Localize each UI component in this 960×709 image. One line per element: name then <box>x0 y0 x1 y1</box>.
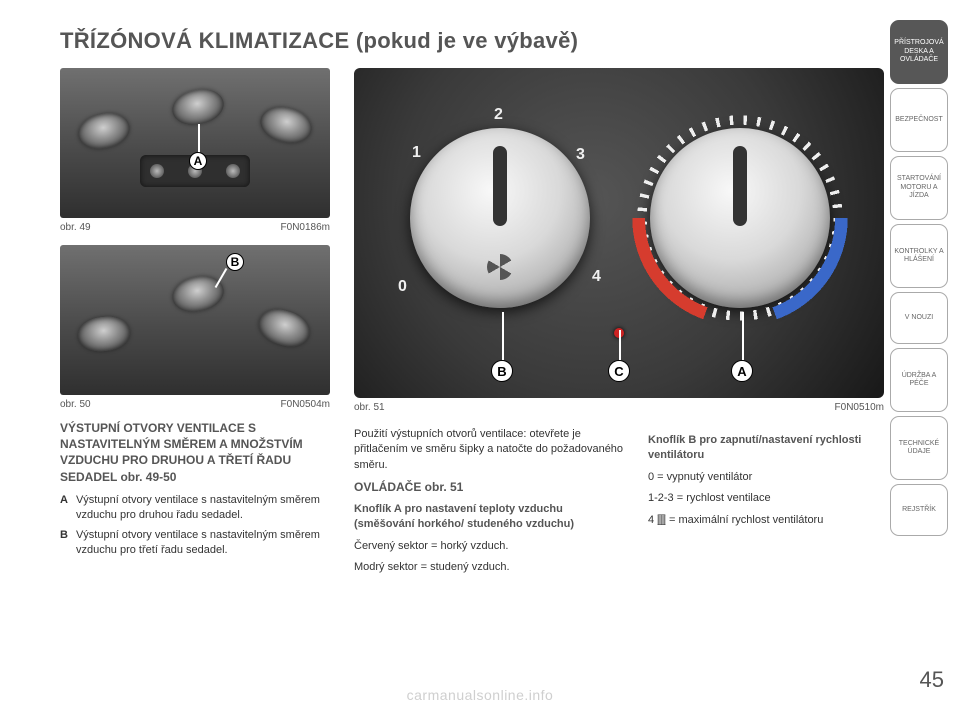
fan-speed-knob <box>410 128 590 308</box>
leader-line <box>619 330 621 360</box>
knob-pointer <box>493 146 507 226</box>
leader-line <box>742 312 744 360</box>
item-label: A <box>60 493 68 523</box>
figure-51-caption: obr. 51 F0N0510m <box>354 402 884 413</box>
button-icon <box>150 164 164 178</box>
vent-icon <box>254 304 314 352</box>
knob-pointer <box>733 146 747 226</box>
leader-line <box>198 124 200 154</box>
tick-3: 3 <box>576 146 585 164</box>
tick-4: 4 <box>592 268 601 286</box>
content: A obr. 49 F0N0186m B obr. 50 F0N0504m VÝ… <box>60 68 920 582</box>
page: TŘÍZÓNOVÁ KLIMATIZACE (pokud je ve výbav… <box>0 0 960 709</box>
tab-item[interactable]: KONTROLKY A HLÁŠENÍ <box>890 224 948 288</box>
paragraph: 4 🀫 = maximální rychlost ventilátoru <box>648 513 920 528</box>
item-text: Výstupní otvory ventilace s nastavitelný… <box>76 528 330 558</box>
right-column: 0 1 2 3 4 B C <box>354 68 920 582</box>
figure-49-caption: obr. 49 F0N0186m <box>60 222 330 233</box>
paragraph: Červený sektor = horký vzduch. <box>354 539 626 554</box>
temperature-knob <box>650 128 830 308</box>
button-icon <box>226 164 240 178</box>
callout-a: A <box>731 360 753 382</box>
figure-50-caption: obr. 50 F0N0504m <box>60 399 330 410</box>
paragraph: 1-2-3 = rychlost ventilace <box>648 491 920 506</box>
figure-49: A <box>60 68 330 218</box>
page-title: TŘÍZÓNOVÁ KLIMATIZACE (pokud je ve výbav… <box>60 28 920 54</box>
list-item: B Výstupní otvory ventilace s nastavitel… <box>60 528 330 558</box>
vent-icon <box>169 85 227 129</box>
tick-0: 0 <box>398 278 407 296</box>
paragraph: Modrý sektor = studený vzduch. <box>354 560 626 575</box>
tab-item[interactable]: BEZPEČNOST <box>890 88 948 152</box>
fig-number: obr. 49 <box>60 222 91 233</box>
figure-51: 0 1 2 3 4 B C <box>354 68 884 398</box>
tab-item[interactable]: TECHNICKÉ ÚDAJE <box>890 416 948 480</box>
callout-c: C <box>608 360 630 382</box>
text-col-1: Použití výstupních otvorů ventilace: ote… <box>354 427 626 582</box>
paragraph: 0 = vypnutý ventilátor <box>648 470 920 485</box>
tab-item[interactable]: STARTOVÁNÍ MOTORU A JÍZDA <box>890 156 948 220</box>
subhead: Knoflík B pro zapnutí/nastavení rychlost… <box>648 433 920 464</box>
fig-code: F0N0504m <box>281 399 330 410</box>
fig-code: F0N0186m <box>281 222 330 233</box>
text-col-2: Knoflík B pro zapnutí/nastavení rychlost… <box>648 427 920 582</box>
fig-number: obr. 51 <box>354 402 385 413</box>
fig-number: obr. 50 <box>60 399 91 410</box>
section-tabs: PŘÍSTROJOVÁ DESKA A OVLÁDAČE BEZPEČNOST … <box>890 20 948 536</box>
page-number: 45 <box>920 667 944 693</box>
watermark: carmanualsonline.info <box>407 687 554 703</box>
leader-line <box>502 312 504 360</box>
list-item: A Výstupní otvory ventilace s nastavitel… <box>60 493 330 523</box>
body-text-columns: Použití výstupních otvorů ventilace: ote… <box>354 427 920 582</box>
tab-item[interactable]: ÚDRŽBA A PÉČE <box>890 348 948 412</box>
fan-icon <box>487 254 513 280</box>
item-label: B <box>60 528 68 558</box>
left-bullets: A Výstupní otvory ventilace s nastavitel… <box>60 493 330 558</box>
subhead: OVLÁDAČE obr. 51 <box>354 479 626 496</box>
callout-b: B <box>226 253 244 271</box>
tab-item[interactable]: V NOUZI <box>890 292 948 344</box>
item-text: Výstupní otvory ventilace s nastavitelný… <box>76 493 330 523</box>
callout-b: B <box>491 360 513 382</box>
vent-icon <box>75 109 133 153</box>
figure-50: B <box>60 245 330 395</box>
callout-a: A <box>189 152 207 170</box>
fig-code: F0N0510m <box>835 402 884 413</box>
subhead: Knoflík A pro nastavení teploty vzduchu … <box>354 502 626 533</box>
paragraph: Použití výstupních otvorů ventilace: ote… <box>354 427 626 473</box>
left-column: A obr. 49 F0N0186m B obr. 50 F0N0504m VÝ… <box>60 68 330 582</box>
left-heading: VÝSTUPNÍ OTVORY VENTILACE S NASTAVITELNÝ… <box>60 420 330 485</box>
tab-item[interactable]: PŘÍSTROJOVÁ DESKA A OVLÁDAČE <box>890 20 948 84</box>
vent-icon <box>76 314 131 353</box>
tick-1: 1 <box>412 144 421 162</box>
tab-item[interactable]: REJSTŘÍK <box>890 484 948 536</box>
tick-2: 2 <box>494 106 503 124</box>
vent-icon <box>257 102 316 148</box>
